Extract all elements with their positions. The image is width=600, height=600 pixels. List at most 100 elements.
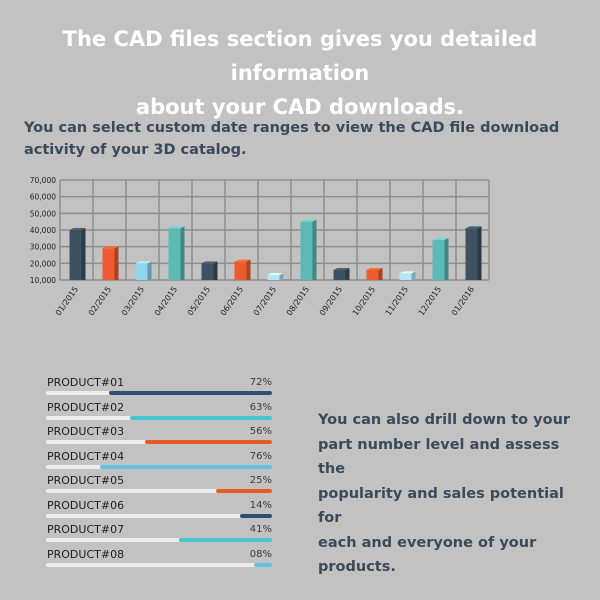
y-tick-label: 50,000 — [30, 209, 56, 218]
bar-side — [81, 228, 86, 280]
product-name: PRODUCT#01 — [47, 376, 125, 389]
bar-front — [432, 240, 445, 280]
bar-front — [333, 270, 346, 280]
bar-side — [444, 238, 449, 280]
product-row: PRODUCT#05 25% — [46, 470, 274, 495]
x-tick-label: 04/2015 — [153, 285, 179, 317]
bar-top — [168, 226, 185, 229]
bar-top — [465, 226, 482, 229]
product-row: PRODUCT#03 56% — [46, 421, 274, 446]
product-name: PRODUCT#06 — [47, 498, 125, 512]
chart-bars — [69, 219, 482, 280]
bar-top — [267, 273, 284, 275]
product-progress-track — [46, 513, 272, 518]
drill-down-note-line-1: You can also drill down to your — [318, 412, 571, 428]
headline: The CAD files section gives you detailed… — [0, 22, 600, 124]
x-tick-label: 09/2015 — [318, 285, 344, 317]
bar-front — [135, 263, 148, 280]
bar-front — [201, 263, 214, 280]
bar-front — [366, 270, 379, 280]
bar — [399, 271, 416, 280]
product-percent: 76% — [249, 450, 272, 462]
bar-top — [201, 261, 218, 264]
bar — [102, 246, 119, 280]
chart-grid — [59, 179, 490, 281]
x-tick-label: 01/2015 — [54, 285, 80, 317]
bar-front — [234, 261, 247, 280]
downloads-bar-chart: 10,000 20,000 30,000 40,000 50,000 60,000 70,0… — [30, 176, 490, 317]
product-progress-fill — [100, 464, 272, 469]
bar — [465, 226, 482, 280]
bar — [333, 268, 350, 280]
bar-side — [213, 261, 218, 280]
product-name: PRODUCT#07 — [47, 523, 125, 536]
bar-side — [477, 226, 482, 280]
bar — [135, 261, 152, 280]
product-progress-track — [46, 440, 272, 444]
x-tick-label: 01/2016 — [450, 285, 476, 317]
product-name: PRODUCT#02 — [47, 400, 125, 414]
bar-side — [411, 271, 416, 280]
bar-side — [345, 268, 350, 280]
y-tick-label: 30,000 — [30, 243, 56, 252]
y-axis-tick-labels: 10,000 20,000 30,000 40,000 50,000 60,000 70,0… — [30, 176, 56, 285]
product-row: PRODUCT#01 72% — [46, 372, 274, 397]
subheadline: You can select custom date ranges to vie… — [24, 117, 564, 161]
bar-top — [234, 259, 251, 262]
product-progress-track — [46, 562, 272, 567]
bar-front — [465, 228, 478, 280]
product-row: PRODUCT#07 41% — [46, 519, 274, 544]
y-tick-label: 70,000 — [30, 176, 56, 185]
bar-top — [432, 238, 449, 240]
y-tick-label: 40,000 — [30, 226, 56, 235]
headline-line-2: about your CAD downloads. — [135, 95, 465, 119]
bar-side — [246, 259, 251, 280]
x-tick-label: 11/2015 — [384, 285, 410, 317]
product-percent: 14% — [249, 499, 272, 511]
x-tick-label: 02/2015 — [87, 285, 113, 317]
subheadline-line-1: You can select custom date ranges to vie… — [24, 120, 560, 136]
x-tick-label: 05/2015 — [186, 285, 212, 317]
bar-top — [333, 268, 350, 270]
bar — [432, 238, 449, 280]
x-axis-tick-labels: 01/2015 02/2015 03/2015 04/2015 05/2015 06/20… — [54, 285, 476, 317]
bar-front — [300, 221, 313, 280]
y-tick-label: 10,000 — [30, 276, 56, 285]
bar-front — [69, 230, 82, 280]
bar — [69, 228, 86, 280]
product-row: PRODUCT#02 63% — [46, 397, 274, 422]
product-progress-track — [46, 464, 272, 469]
bar-side — [147, 261, 152, 280]
product-name: PRODUCT#03 — [47, 425, 125, 438]
product-progress-fill — [129, 415, 272, 420]
product-row: PRODUCT#06 14% — [46, 495, 274, 520]
bar-side — [279, 273, 284, 280]
bar-top — [69, 228, 86, 230]
product-progress-track — [46, 391, 272, 395]
drill-down-note-line-4: each and everyone of your — [318, 534, 537, 551]
bar-top — [300, 219, 317, 222]
x-tick-label: 06/2015 — [219, 285, 245, 317]
bar-top — [102, 246, 119, 249]
bar — [234, 259, 251, 280]
bar — [366, 268, 383, 280]
drill-down-note-line-5: products. — [318, 559, 396, 575]
headline-line-1: The CAD files section gives you detailed… — [62, 27, 538, 85]
bar — [201, 261, 218, 280]
subheadline-line-2: activity of your 3D catalog. — [24, 142, 247, 158]
product-percent: 63% — [249, 401, 272, 413]
bar-top — [399, 271, 416, 274]
bar-front — [102, 248, 115, 280]
product-name: PRODUCT#08 — [47, 547, 125, 561]
x-tick-label: 12/2015 — [417, 285, 443, 317]
product-popularity-list: PRODUCT#01 72% PRODUCT#02 63% PRODUCT#03 56% P… — [46, 372, 274, 568]
product-progress-track — [46, 538, 272, 542]
product-progress-fill — [179, 538, 272, 542]
bar-top — [135, 261, 152, 264]
product-progress-track — [46, 415, 272, 420]
product-progress-fill — [145, 440, 272, 444]
bar-side — [180, 226, 185, 280]
product-progress-fill — [253, 562, 272, 567]
drill-down-note-line-2: part number level and assess the — [318, 436, 560, 478]
product-progress-track — [46, 489, 272, 493]
